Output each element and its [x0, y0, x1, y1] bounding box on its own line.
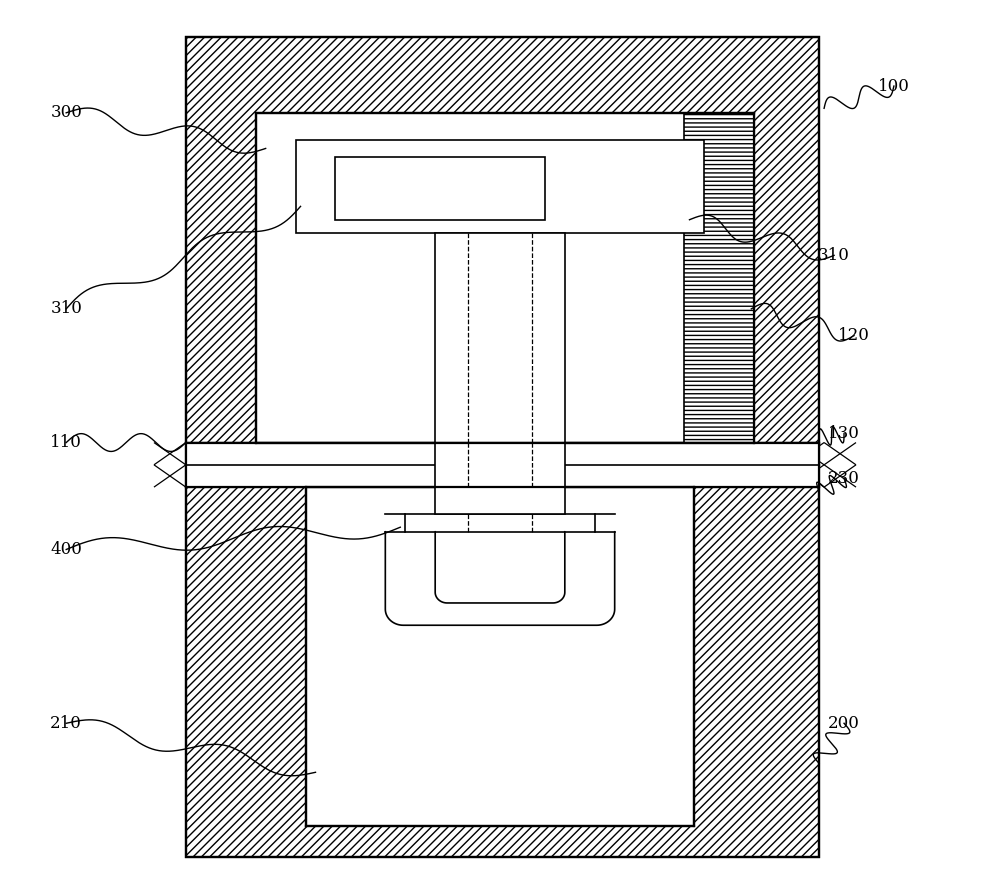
Text: 130: 130 — [828, 426, 860, 443]
Bar — [684, 113, 754, 443]
Text: 210: 210 — [50, 715, 82, 732]
Bar — [296, 139, 704, 233]
Bar — [186, 443, 819, 487]
Bar — [306, 487, 694, 826]
Text: 100: 100 — [878, 78, 910, 95]
Bar — [435, 233, 565, 443]
Bar — [186, 487, 819, 857]
Bar — [186, 443, 819, 487]
Text: 300: 300 — [50, 105, 82, 122]
Bar — [405, 514, 595, 532]
Bar — [256, 113, 754, 443]
Bar — [186, 37, 819, 857]
Bar — [435, 487, 565, 514]
Text: 400: 400 — [50, 541, 82, 558]
Text: 310: 310 — [50, 300, 82, 317]
Bar — [387, 532, 613, 625]
Bar — [186, 443, 819, 465]
Text: 230: 230 — [828, 469, 860, 486]
Bar — [335, 157, 545, 220]
Bar — [186, 37, 819, 443]
Text: 110: 110 — [50, 434, 82, 451]
Text: 310: 310 — [818, 247, 850, 264]
Bar — [435, 443, 565, 487]
Text: 200: 200 — [828, 715, 860, 732]
Bar — [186, 465, 819, 487]
Text: 120: 120 — [838, 327, 870, 344]
